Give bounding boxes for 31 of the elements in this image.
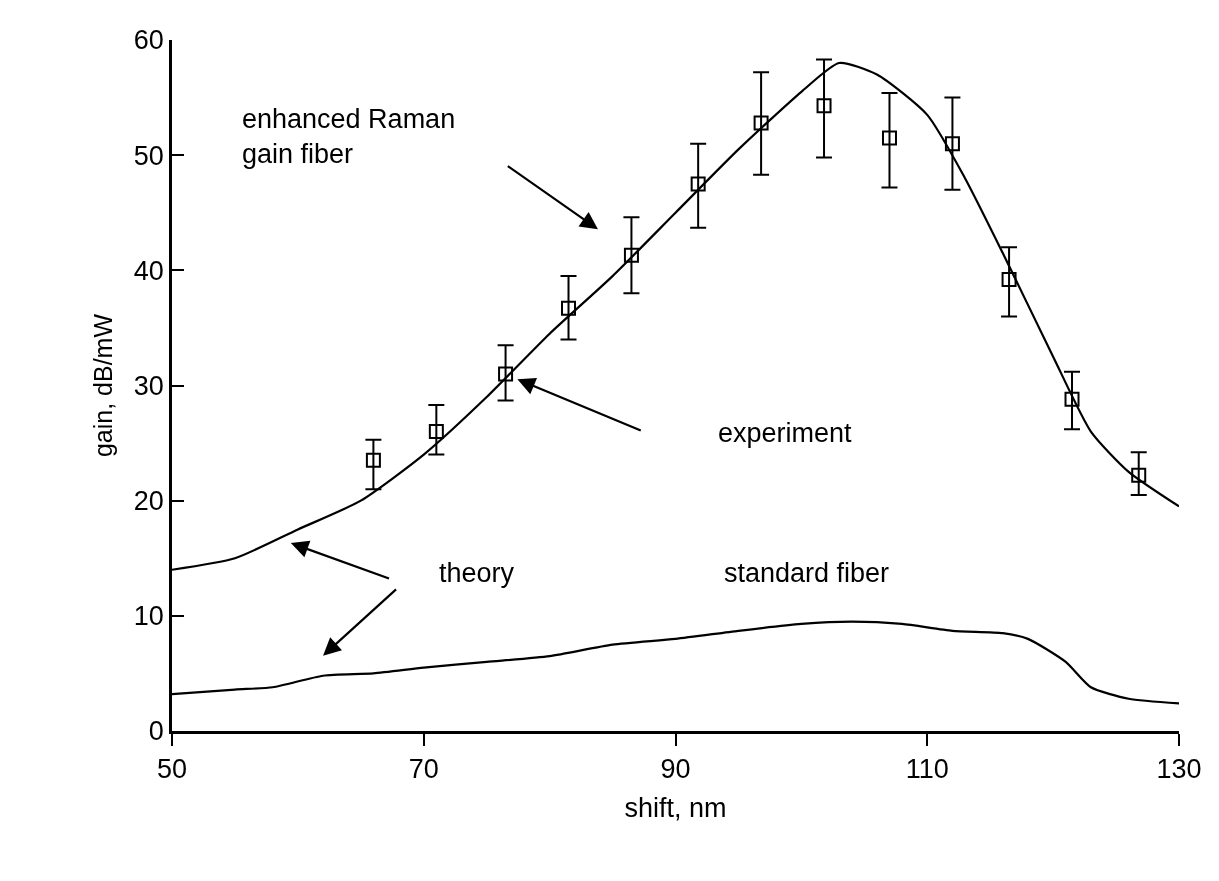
point <box>498 366 514 382</box>
point <box>944 136 960 152</box>
y-tick-label: 50 <box>133 140 164 171</box>
point <box>1131 467 1147 483</box>
point <box>1064 391 1080 407</box>
x-tick-label: 130 <box>1156 754 1202 785</box>
y-axis-title: gain, dB/mW <box>88 313 117 458</box>
x-tick-label: 90 <box>660 754 691 785</box>
point <box>623 247 639 263</box>
point <box>428 424 444 440</box>
x-tick-label: 110 <box>905 754 949 785</box>
y-tick-label: 0 <box>148 716 164 747</box>
point <box>816 98 832 114</box>
x-axis-title: shift, nm <box>624 792 727 823</box>
point <box>881 130 897 146</box>
annotation: standard fiber <box>724 558 890 588</box>
y-tick-label: 20 <box>133 486 164 517</box>
y-tick-label: 30 <box>133 370 164 401</box>
point <box>561 300 577 316</box>
y-tick-label: 40 <box>133 255 164 286</box>
y-tick-label: 60 <box>133 25 164 56</box>
x-tick-label: 50 <box>156 754 188 785</box>
point <box>753 115 769 131</box>
annotation: theory <box>439 558 515 588</box>
x-tick-label: 70 <box>408 754 439 785</box>
point <box>1001 272 1017 288</box>
annotation: enhanced Raman gain fiber <box>242 104 456 170</box>
point <box>690 176 706 192</box>
point <box>365 452 381 468</box>
annotation: experiment <box>718 418 853 448</box>
y-tick-label: 10 <box>133 601 164 632</box>
